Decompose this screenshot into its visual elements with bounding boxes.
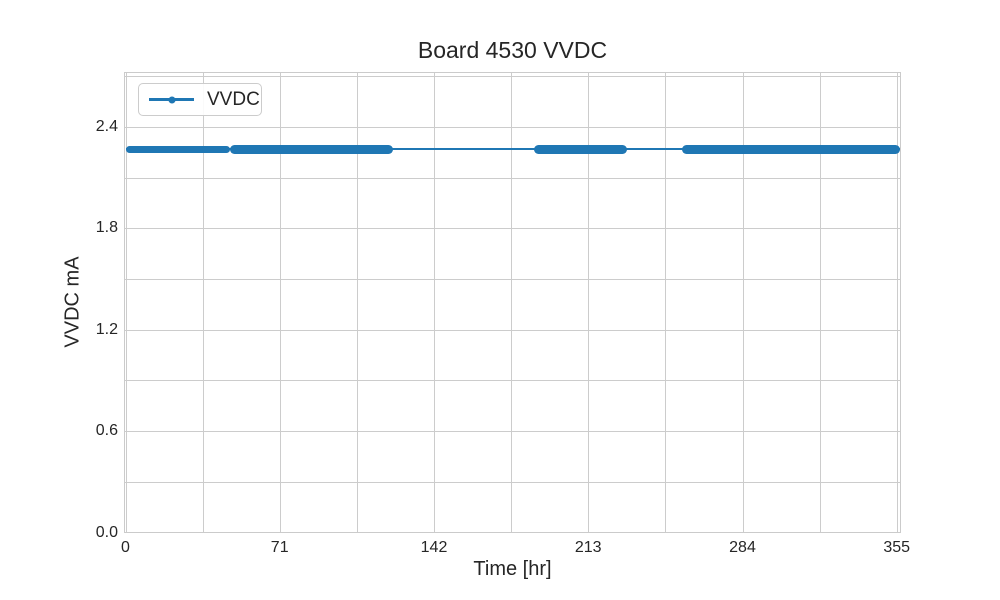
legend: VVDC [138,83,262,116]
gridline-vertical [279,73,281,532]
gridline-vertical [665,73,667,532]
gridline-vertical [434,73,435,532]
x-axis-label: Time [hr] [473,558,552,580]
gridline-horizontal [125,481,900,483]
legend-line-sample [149,96,194,103]
series-line-vvdc [125,148,900,150]
x-tick-label: 213 [574,539,602,556]
y-tick-label: 1.8 [95,219,118,237]
series-dense-marker-segment [533,144,628,154]
x-tick-label: 355 [883,539,911,556]
y-tick-label: 0.6 [95,422,118,440]
legend-label: VVDC [207,89,260,110]
gridline-vertical [742,73,744,532]
gridline-horizontal [125,127,900,128]
gridline-horizontal [125,76,900,78]
gridline-vertical [588,73,590,532]
gridline-horizontal [125,380,900,382]
y-tick-label: 0.0 [95,523,118,541]
plot-area [124,72,901,533]
gridline-vertical [202,73,204,532]
gridline-vertical [125,73,127,532]
gridline-vertical [356,73,358,532]
chart-title: Board 4530 VVDC [417,37,608,63]
x-tick-label: 142 [420,539,448,556]
gridline-horizontal [125,228,900,230]
gridline-horizontal [125,329,900,331]
y-tick-label: 2.4 [95,118,118,135]
gridline-vertical [819,73,821,532]
x-tick-label: 71 [270,539,289,556]
gridline-horizontal [125,431,900,433]
series-dense-marker-segment [229,144,393,154]
y-tick-label: 1.2 [95,320,118,338]
legend-marker-dot-icon [168,96,175,103]
gridline-horizontal [125,177,900,179]
series-dense-marker-segment [681,144,900,154]
x-tick-label: 0 [121,539,130,556]
x-tick-label: 284 [729,539,756,556]
gridline-vertical [511,73,513,532]
series-dense-marker-segment [125,145,230,153]
gridline-horizontal [125,279,900,281]
y-axis-label: VVDC mA [61,256,84,348]
gridline-vertical [896,73,898,532]
